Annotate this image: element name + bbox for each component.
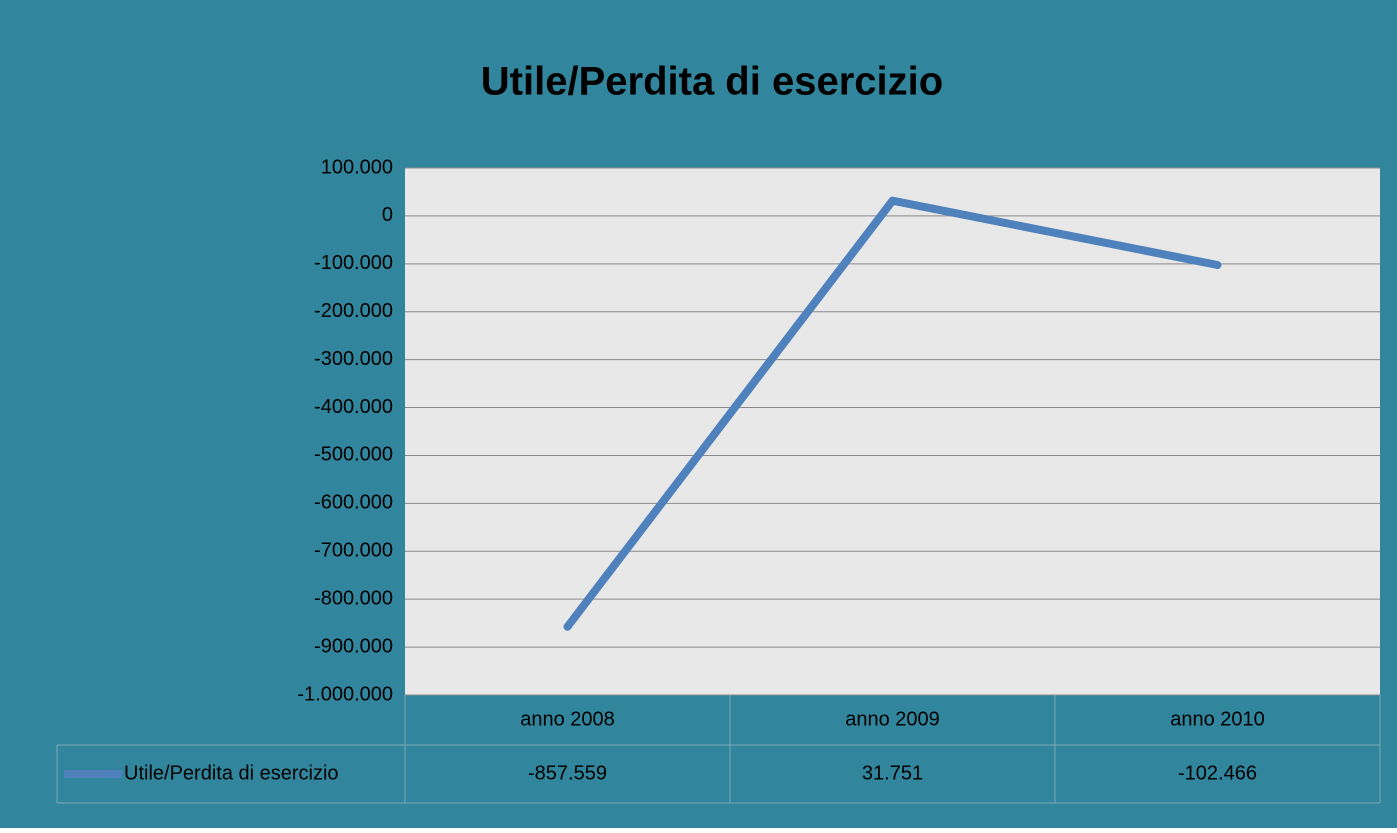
x-tick-label: anno 2009	[845, 708, 940, 730]
y-tick-label: -800.000	[314, 587, 393, 609]
legend-label: Utile/Perdita di esercizio	[124, 762, 339, 784]
y-tick-label: 100.000	[321, 156, 393, 178]
chart-title: Utile/Perdita di esercizio	[481, 60, 943, 104]
data-label: -102.466	[1178, 762, 1257, 784]
y-tick-label: -600.000	[314, 492, 393, 514]
data-label: 31.751	[862, 762, 923, 784]
y-tick-label: -300.000	[314, 348, 393, 370]
y-tick-label: -200.000	[314, 300, 393, 322]
data-label: -857.559	[528, 762, 607, 784]
y-tick-label: -900.000	[314, 635, 393, 657]
y-tick-label: 0	[382, 204, 393, 226]
y-tick-label: -100.000	[314, 252, 393, 274]
y-tick-label: -400.000	[314, 396, 393, 418]
y-tick-label: -1.000.000	[297, 683, 393, 705]
x-tick-label: anno 2010	[1170, 708, 1265, 730]
y-tick-label: -500.000	[314, 444, 393, 466]
x-tick-label: anno 2008	[520, 708, 615, 730]
data-line	[563, 196, 1222, 631]
plot-area	[405, 168, 1380, 695]
y-tick-label: -700.000	[314, 540, 393, 562]
